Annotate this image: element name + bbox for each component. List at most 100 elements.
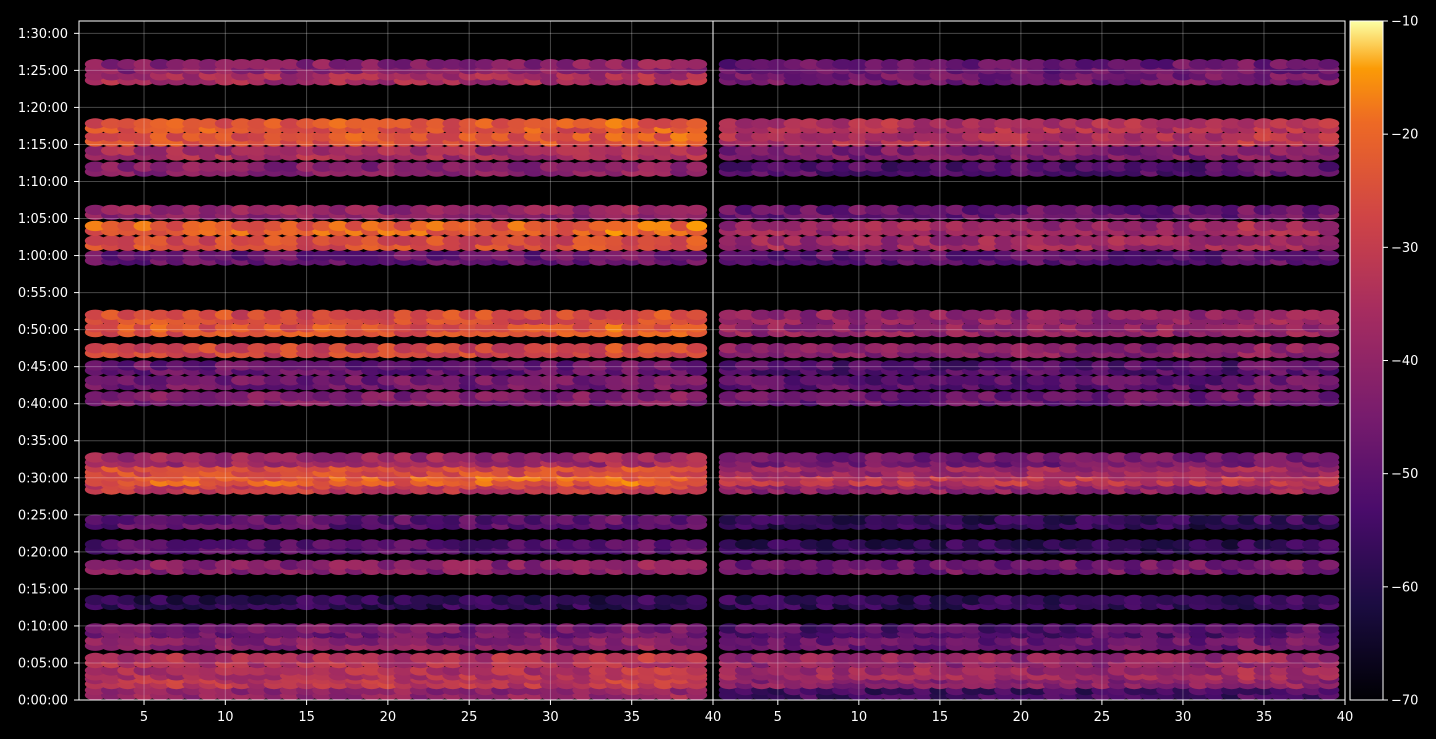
- heatmap-cell: [247, 623, 269, 634]
- heatmap-cell: [848, 343, 870, 354]
- heatmap-cell: [214, 623, 236, 634]
- heatmap-cell: [653, 58, 675, 70]
- heatmap-cell: [978, 559, 999, 570]
- heatmap-cell: [1010, 539, 1032, 550]
- heatmap-cell: [1318, 118, 1340, 129]
- heatmap-cell: [409, 635, 431, 646]
- heatmap-cell: [751, 623, 773, 634]
- heatmap-cell: [279, 145, 301, 156]
- heatmap-cell: [377, 322, 399, 333]
- heatmap-cell: [637, 539, 659, 550]
- heatmap-cell: [799, 360, 821, 371]
- heatmap-cell: [507, 343, 529, 354]
- heatmap-cell: [474, 665, 496, 676]
- heatmap-cell: [994, 452, 1016, 463]
- heatmap-cell: [409, 204, 431, 216]
- heatmap-cell: [1221, 145, 1243, 156]
- heatmap-cell: [133, 514, 155, 525]
- heatmap-cell: [670, 309, 691, 320]
- heatmap-cell: [897, 375, 918, 386]
- heatmap-cell: [458, 652, 480, 664]
- heatmap-cell: [458, 514, 480, 525]
- heatmap-cell: [1188, 594, 1210, 606]
- heatmap-cell: [361, 131, 383, 142]
- heatmap-cell: [767, 635, 789, 646]
- heatmap-cell: [945, 309, 967, 320]
- heatmap-cell: [897, 309, 918, 320]
- heatmap-cell: [328, 391, 350, 402]
- heatmap-cell: [231, 559, 253, 570]
- heatmap-cell: [1026, 220, 1048, 232]
- heatmap-cell: [1237, 131, 1259, 142]
- heatmap-cell: [84, 220, 106, 232]
- heatmap-cell: [637, 161, 659, 172]
- heatmap-cell: [1075, 539, 1097, 550]
- heatmap-cell: [491, 322, 513, 333]
- heatmap-cell: [263, 161, 285, 172]
- heatmap-cell: [670, 343, 691, 354]
- heatmap-cell: [1026, 539, 1048, 550]
- heatmap-cell: [361, 635, 383, 646]
- heatmap-cell: [1107, 360, 1129, 371]
- heatmap-cell: [279, 559, 301, 570]
- heatmap-cell: [491, 343, 513, 354]
- heatmap-cell: [653, 452, 675, 463]
- heatmap-cell: [961, 375, 983, 386]
- heatmap-cell: [1253, 322, 1275, 333]
- heatmap-cell: [474, 635, 496, 646]
- heatmap-cell: [767, 652, 789, 664]
- heatmap-cell: [718, 131, 740, 142]
- heatmap-cell: [1172, 652, 1194, 664]
- heatmap-cell: [409, 391, 431, 402]
- heatmap-cell: [1302, 145, 1324, 156]
- heatmap-cell: [572, 594, 594, 606]
- heatmap-cell: [864, 452, 886, 463]
- heatmap-cell: [312, 514, 334, 525]
- heatmap-cell: [1285, 204, 1307, 216]
- heatmap-cell: [117, 309, 139, 320]
- heatmap-cell: [247, 58, 269, 70]
- heatmap-cell: [507, 204, 529, 216]
- heatmap-cell: [344, 452, 366, 463]
- heatmap-cell: [507, 235, 529, 246]
- y-tick-label: 0:20:00: [18, 545, 68, 560]
- heatmap-cell: [1075, 452, 1097, 463]
- heatmap-cell: [198, 652, 220, 664]
- heatmap-cell: [507, 452, 529, 463]
- heatmap-cell: [929, 665, 951, 676]
- heatmap-cell: [588, 514, 610, 525]
- heatmap-cell: [377, 145, 399, 156]
- heatmap-cell: [653, 250, 675, 261]
- heatmap-cell: [198, 235, 220, 246]
- heatmap-cell: [296, 360, 318, 371]
- heatmap-cell: [978, 145, 999, 156]
- heatmap-cell: [247, 131, 269, 142]
- heatmap-cell: [279, 623, 301, 634]
- heatmap-cell: [1010, 118, 1032, 129]
- heatmap-cell: [1237, 204, 1259, 216]
- heatmap-cell: [247, 594, 269, 606]
- heatmap-cell: [1285, 309, 1307, 320]
- heatmap-cell: [864, 665, 886, 676]
- heatmap-cell: [1188, 145, 1210, 156]
- heatmap-cell: [621, 343, 643, 354]
- heatmap-cell: [1318, 204, 1340, 216]
- heatmap-cell: [1221, 375, 1243, 386]
- heatmap-cell: [718, 594, 740, 606]
- heatmap-cell: [734, 343, 756, 354]
- heatmap-cell: [166, 539, 187, 550]
- heatmap-cell: [198, 343, 220, 354]
- heatmap-cell: [149, 161, 171, 172]
- heatmap-cell: [653, 131, 675, 142]
- heatmap-cell: [1123, 118, 1145, 129]
- heatmap-cell: [344, 635, 366, 646]
- heatmap-cell: [653, 539, 675, 550]
- heatmap-cell: [751, 220, 773, 232]
- heatmap-cell: [556, 452, 578, 463]
- heatmap-cell: [1204, 360, 1226, 371]
- heatmap-cell: [247, 665, 269, 676]
- y-tick-label: 1:30:00: [18, 27, 68, 42]
- heatmap-cell: [1221, 539, 1243, 550]
- heatmap-cell: [328, 539, 350, 550]
- heatmap-cell: [588, 665, 610, 676]
